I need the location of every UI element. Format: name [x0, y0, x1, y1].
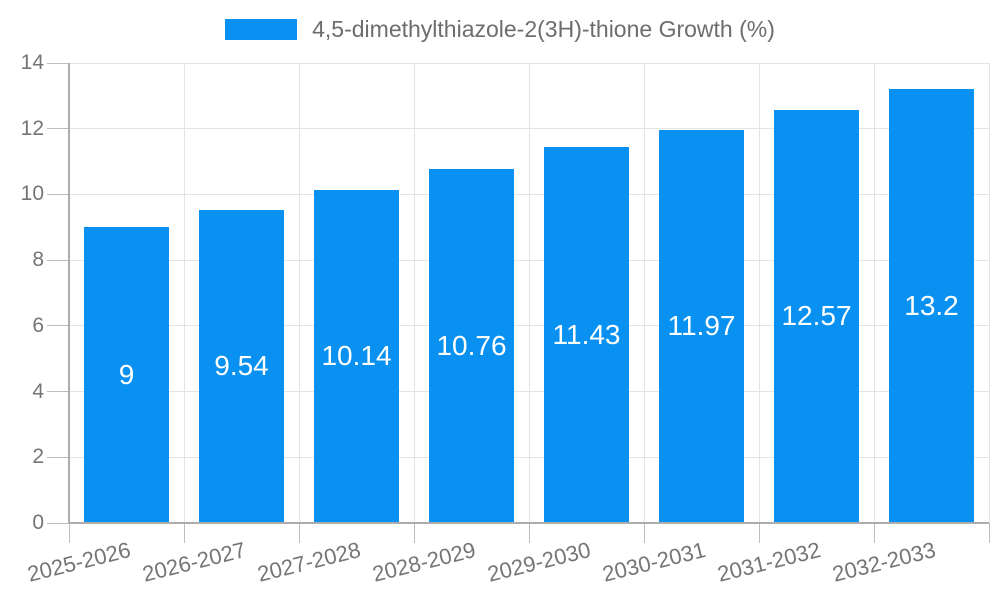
- bar[interactable]: 12.57: [774, 109, 859, 523]
- gridline-vertical: [298, 63, 300, 523]
- x-axis-tick: [528, 523, 530, 543]
- bar[interactable]: 10.14: [314, 189, 399, 523]
- legend-label: 4,5-dimethylthiazole-2(3H)-thione Growth…: [312, 16, 775, 42]
- x-axis-tick: [413, 523, 415, 543]
- x-axis-label: 2031-2032: [714, 537, 823, 587]
- y-axis-tick: [47, 193, 69, 195]
- x-axis-tick: [643, 523, 645, 543]
- y-axis-label: 4: [32, 379, 44, 403]
- gridline-vertical: [183, 63, 185, 523]
- y-axis-label: 0: [32, 511, 44, 534]
- y-axis-label: 2: [32, 445, 44, 469]
- x-axis-label: 2026-2027: [139, 537, 248, 587]
- bar-value-label: 9.54: [214, 350, 269, 382]
- gridline-vertical: [643, 63, 645, 523]
- x-axis-tick: [988, 523, 990, 543]
- bar[interactable]: 9: [84, 227, 169, 523]
- bar-value-label: 10.76: [436, 330, 507, 362]
- bar[interactable]: 11.97: [659, 129, 744, 523]
- bar[interactable]: 10.76: [429, 169, 514, 523]
- x-axis-line: [69, 522, 989, 524]
- bar-value-label: 10.14: [321, 340, 392, 372]
- gridline-vertical: [528, 63, 530, 523]
- y-axis-tick: [47, 128, 69, 130]
- gridline-vertical: [873, 63, 875, 523]
- x-axis-tick: [873, 523, 875, 543]
- y-axis-tick: [47, 522, 69, 524]
- bar-value-label: 13.2: [904, 290, 959, 322]
- x-axis-label: 2032-2033: [829, 537, 938, 587]
- y-axis-line: [68, 63, 70, 523]
- y-axis-label: 12: [20, 116, 44, 140]
- bar[interactable]: 9.54: [199, 209, 284, 523]
- legend[interactable]: 4,5-dimethylthiazole-2(3H)-thione Growth…: [0, 16, 1000, 43]
- legend-swatch-icon: [225, 19, 298, 40]
- x-axis-tick: [68, 523, 70, 543]
- y-axis-label: 8: [32, 248, 44, 272]
- y-axis-label: 10: [20, 182, 44, 206]
- bar-value-label: 9: [118, 359, 135, 391]
- x-axis-label: 2029-2030: [484, 537, 593, 587]
- x-axis-label: 2030-2031: [599, 537, 708, 587]
- x-axis-tick: [183, 523, 185, 543]
- gridline-vertical: [758, 63, 760, 523]
- x-axis-label: 2028-2029: [369, 537, 478, 587]
- bar-value-label: 11.43: [552, 319, 621, 351]
- y-axis-label: 6: [32, 313, 44, 337]
- y-axis-tick: [47, 391, 69, 393]
- bar[interactable]: 13.2: [889, 89, 974, 523]
- y-axis-tick: [47, 325, 69, 327]
- bar[interactable]: 11.43: [544, 147, 629, 523]
- bar-value-label: 11.97: [667, 310, 736, 342]
- bar-value-label: 12.57: [781, 300, 852, 332]
- x-axis-tick: [298, 523, 300, 543]
- y-axis-tick: [47, 259, 69, 261]
- gridline-vertical: [988, 63, 990, 523]
- y-axis-tick: [47, 62, 69, 64]
- y-axis-label: 14: [20, 51, 44, 74]
- y-axis-tick: [47, 456, 69, 458]
- x-axis-tick: [758, 523, 760, 543]
- x-axis-label: 2025-2026: [24, 537, 133, 587]
- x-axis-label: 2027-2028: [254, 537, 363, 587]
- gridline-vertical: [413, 63, 415, 523]
